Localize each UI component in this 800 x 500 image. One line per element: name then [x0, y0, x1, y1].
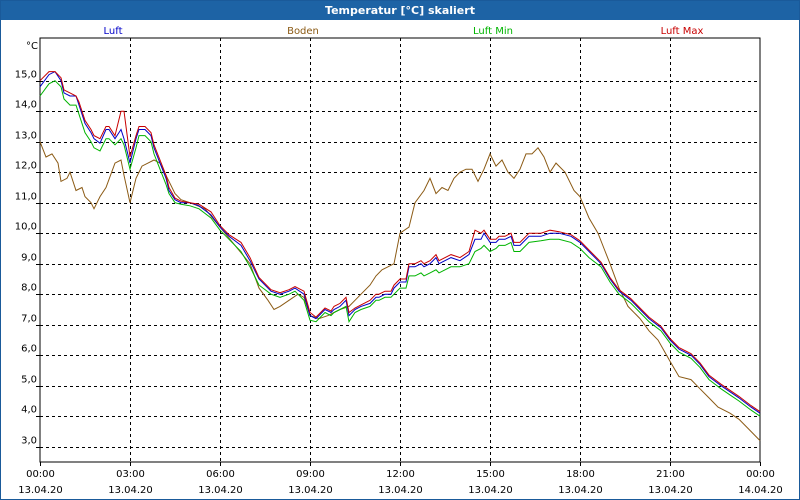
y-tick-label: 13,0 — [15, 131, 37, 142]
y-tick-label: 9,0 — [21, 253, 37, 264]
y-tick-label: 10,0 — [15, 222, 37, 233]
legend-luft-max: Luft Max — [661, 26, 704, 37]
y-tick-label: 14,0 — [15, 100, 37, 111]
x-tick-time: 03:00 — [116, 469, 145, 480]
x-tick-date: 14.04.20 — [738, 485, 783, 496]
legend-luft: Luft — [104, 26, 123, 37]
y-tick-label: 4,0 — [21, 405, 37, 416]
y-tick-label: 3,0 — [21, 436, 37, 447]
x-tick-date: 13.04.20 — [378, 485, 423, 496]
x-tick-time: 00:00 — [26, 469, 55, 480]
x-tick-date: 13.04.20 — [18, 485, 63, 496]
x-tick-date: 13.04.20 — [558, 485, 603, 496]
series-line-boden — [39, 141, 761, 441]
x-tick-date: 13.04.20 — [198, 485, 243, 496]
x-tick-time: 21:00 — [656, 469, 685, 480]
x-tick-time: 15:00 — [476, 469, 505, 480]
y-tick-label: 7,0 — [21, 314, 37, 325]
x-tick-date: 13.04.20 — [288, 485, 333, 496]
y-tick-label: 8,0 — [21, 283, 37, 294]
x-tick-date: 13.04.20 — [648, 485, 693, 496]
x-tick-time: 12:00 — [386, 469, 415, 480]
x-tick-date: 13.04.20 — [468, 485, 513, 496]
y-unit-label: °C — [26, 41, 38, 52]
series-line-luft-max — [39, 71, 761, 413]
x-tick-time: 06:00 — [206, 469, 235, 480]
y-tick-label: 11,0 — [15, 192, 37, 203]
y-tick-label: 15,0 — [15, 70, 37, 81]
series-line-luft-min — [39, 80, 761, 417]
legend-boden: Boden — [287, 26, 319, 37]
x-tick-time: 09:00 — [296, 469, 325, 480]
x-tick-time: 18:00 — [566, 469, 595, 480]
y-tick-label: 12,0 — [15, 161, 37, 172]
x-tick-date: 13.04.20 — [108, 485, 153, 496]
legend-luft-min: Luft Min — [473, 26, 513, 37]
y-tick-label: 6,0 — [21, 344, 37, 355]
window-title: Temperatur [°C] skaliert — [1, 1, 799, 20]
series-line-luft — [39, 70, 761, 414]
x-tick-time: 00:00 — [746, 469, 775, 480]
y-tick-label: 5,0 — [21, 375, 37, 386]
